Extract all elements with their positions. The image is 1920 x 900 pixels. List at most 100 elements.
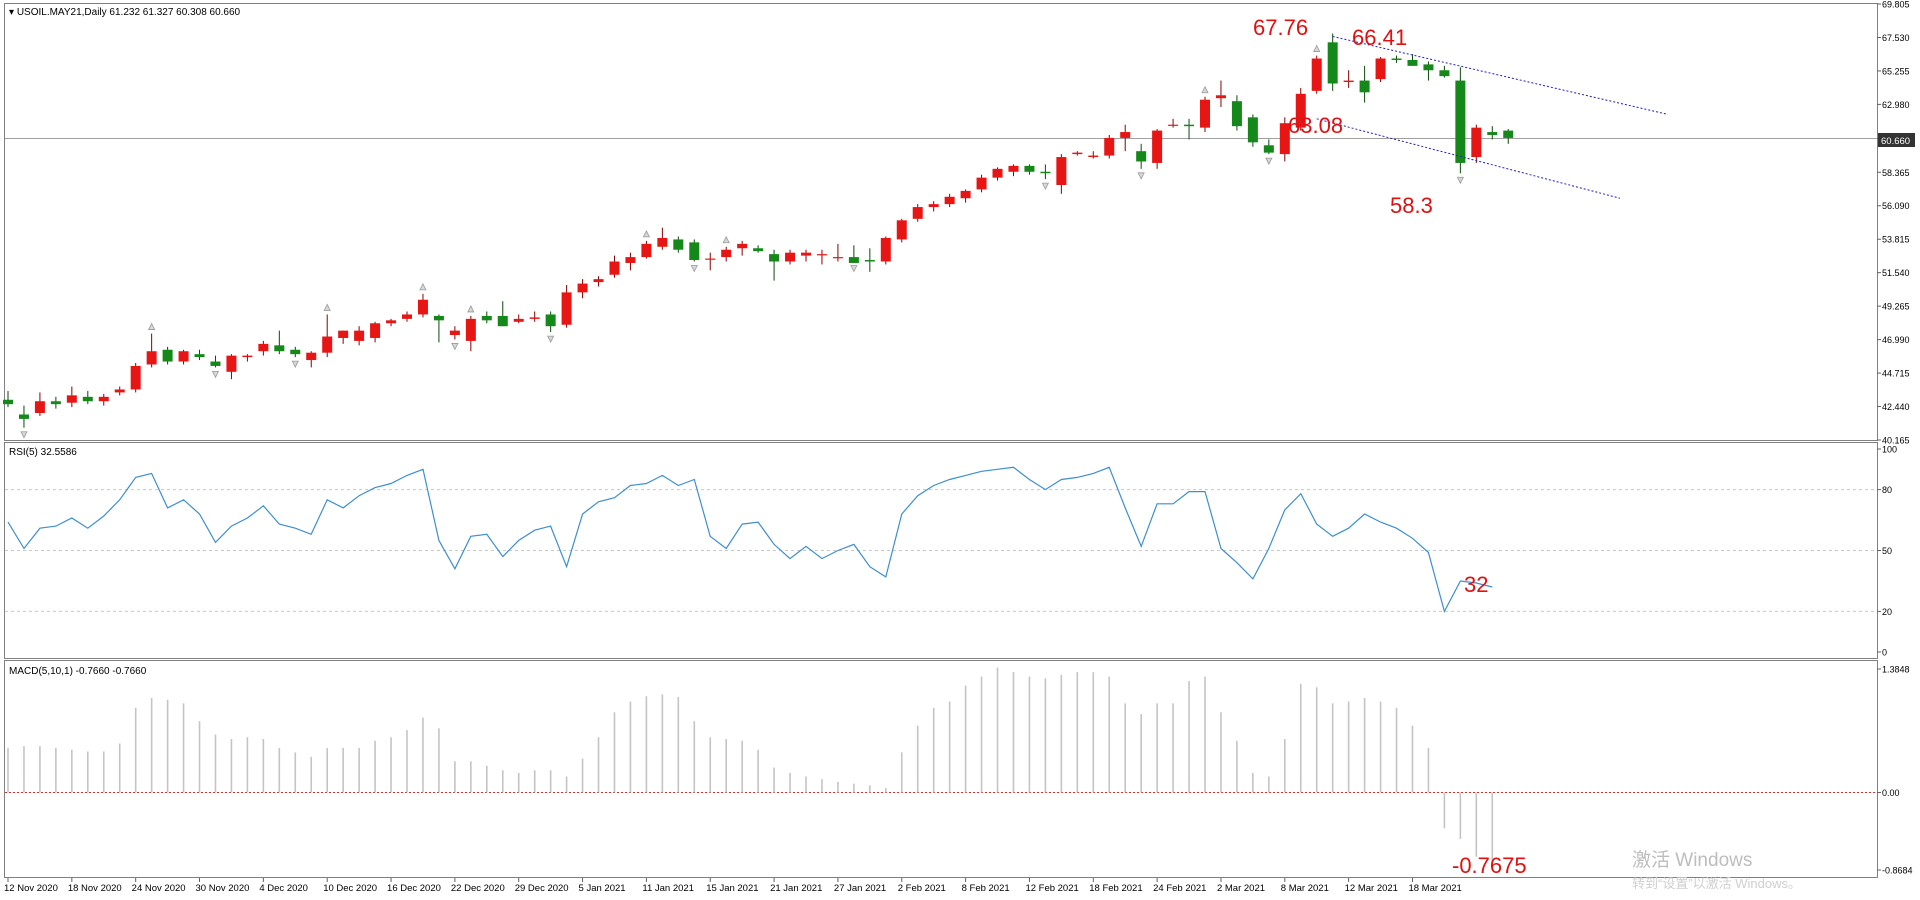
candle [417, 293, 428, 318]
candle-body [737, 243, 748, 249]
candle-body [465, 318, 476, 341]
fractal-up-marker [419, 282, 427, 291]
candle [753, 245, 764, 253]
fractal-up-marker [642, 230, 651, 238]
current-price-label: 60.660 [1881, 136, 1910, 147]
candle [1247, 114, 1258, 147]
candle [1152, 129, 1163, 169]
candle-body [641, 243, 652, 258]
candle-body [1152, 130, 1163, 163]
candle [194, 349, 205, 361]
candle [1024, 164, 1035, 175]
rsi-tick-label: 50 [1882, 546, 1892, 556]
fractal-up-marker [323, 303, 331, 311]
price-tick-label: 40.165 [1882, 436, 1910, 446]
candle [465, 315, 476, 352]
candle [1439, 65, 1450, 78]
time-tick-label: 5 Jan 2021 [579, 883, 626, 894]
candle-body [1247, 117, 1258, 143]
candle [1200, 96, 1210, 133]
candle-body [34, 401, 45, 414]
time-tick-label: 29 Dec 2020 [515, 883, 569, 894]
candle [1327, 33, 1338, 91]
time-tick-label: 8 Feb 2021 [962, 883, 1010, 894]
candle-body [1295, 93, 1306, 128]
candle-body [1024, 165, 1035, 172]
candle [386, 318, 397, 327]
annotation-macd-value: -0.7675 [1452, 853, 1527, 878]
fractal-down-marker [291, 360, 299, 369]
candle-body [896, 220, 907, 240]
time-tick-label: 24 Feb 2021 [1153, 883, 1206, 894]
candle [98, 393, 109, 406]
candle [657, 227, 668, 250]
time-tick-label: 18 Feb 2021 [1089, 883, 1142, 894]
candle-body [769, 254, 780, 262]
rsi-tick-label: 80 [1882, 485, 1892, 495]
candle-body [1072, 152, 1083, 155]
candle [290, 346, 301, 358]
time-tick-label: 15 Jan 2021 [706, 883, 758, 894]
candle [210, 355, 221, 368]
candle [625, 252, 636, 271]
candle-body [1439, 70, 1450, 77]
candle [1279, 117, 1290, 162]
candle-body [1455, 80, 1466, 163]
candle [1040, 164, 1051, 180]
candle-body [545, 314, 556, 327]
candle [1215, 80, 1226, 108]
fractal-down-marker [690, 265, 698, 273]
candle-body [561, 292, 572, 325]
candle [3, 390, 13, 408]
candle-body [577, 283, 588, 293]
candle-body [306, 352, 317, 361]
candle [1503, 129, 1514, 144]
candle-body [274, 345, 285, 352]
price-tick-label: 53.815 [1882, 235, 1910, 245]
candle-body [481, 315, 492, 321]
candle-body [98, 396, 109, 402]
candle-body [290, 349, 301, 355]
time-tick-label: 2 Feb 2021 [898, 883, 946, 894]
candle-body [864, 260, 875, 262]
candle [1295, 87, 1306, 131]
time-tick-label: 2 Mar 2021 [1217, 883, 1265, 894]
candle [1391, 55, 1402, 63]
candle-body [1503, 130, 1514, 138]
candle [338, 330, 349, 344]
candle-body [226, 355, 237, 372]
candle-body [1040, 171, 1051, 174]
candle-body [1423, 64, 1434, 71]
candle [545, 311, 556, 333]
fractal-up-marker [467, 305, 475, 313]
fractal-down-marker [850, 265, 858, 273]
candle-body [992, 168, 1003, 178]
candle-body [50, 401, 61, 405]
candle [561, 285, 572, 328]
time-tick-label: 16 Dec 2020 [387, 883, 441, 894]
price-tick-label: 42.440 [1882, 402, 1910, 412]
watermark-line-2: 转到“设置”以激活 Windows。 [1632, 876, 1801, 891]
candle-body [354, 330, 365, 341]
candle-body [162, 349, 173, 362]
price-panel[interactable] [4, 3, 1878, 441]
candle-body [1407, 59, 1418, 66]
macd-panel[interactable] [4, 660, 1878, 878]
candle-body [242, 355, 253, 358]
candle [1088, 151, 1099, 159]
candle [1455, 67, 1466, 174]
candle [896, 218, 907, 243]
candle-body [816, 254, 827, 256]
candles [3, 33, 1668, 439]
candle [1343, 70, 1354, 88]
price-tick-label: 51.540 [1882, 268, 1910, 278]
candle-body [1088, 155, 1099, 158]
candle [1072, 151, 1083, 156]
candle [529, 311, 540, 322]
candle [848, 245, 859, 263]
candle [274, 330, 285, 355]
candle [1359, 65, 1370, 103]
price-tick-label: 46.990 [1882, 335, 1910, 345]
candle-body [785, 252, 796, 262]
candle-body [1215, 95, 1226, 99]
